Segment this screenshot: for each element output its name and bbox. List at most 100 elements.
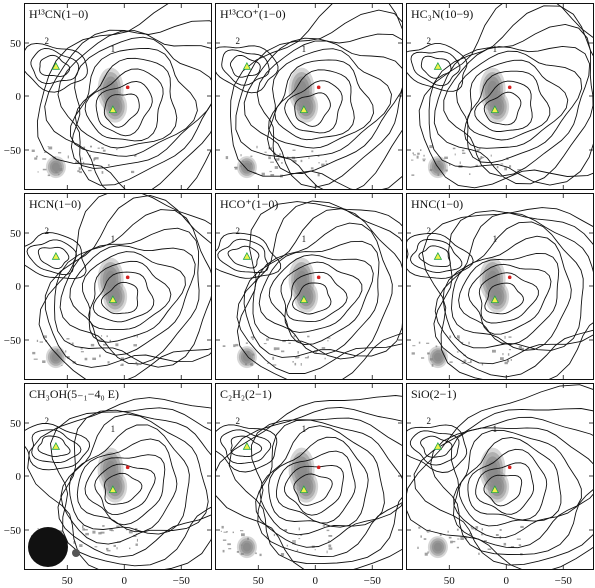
maser-marker bbox=[125, 465, 130, 470]
panel-title: HC₃N(10−9) bbox=[411, 7, 473, 21]
source-label: 2 bbox=[427, 36, 432, 46]
y-tick-label: 50 bbox=[10, 228, 22, 240]
panel-frame bbox=[24, 3, 212, 190]
maser-marker bbox=[316, 465, 321, 470]
maser-marker bbox=[507, 465, 512, 470]
source-marker bbox=[51, 441, 61, 450]
source-label: 1 bbox=[493, 234, 498, 244]
source-label: 1 bbox=[111, 234, 116, 244]
contour-lines bbox=[406, 384, 594, 570]
source-label: 2 bbox=[427, 416, 432, 426]
y-tick-label: 0 bbox=[16, 91, 22, 103]
source-label: 2 bbox=[236, 416, 241, 426]
source-marker bbox=[242, 251, 252, 260]
x-tick-label: 50 bbox=[253, 575, 265, 587]
panel-title: HCN(1−0) bbox=[29, 197, 81, 211]
panel-title: H¹³CO⁺(1−0) bbox=[220, 7, 286, 21]
panel-title: C₂H₂(2−1) bbox=[220, 387, 272, 401]
source-label: 2 bbox=[427, 226, 432, 236]
continuum-emission bbox=[225, 67, 328, 179]
y-tick-label: −50 bbox=[4, 335, 22, 347]
source-label: 2 bbox=[236, 36, 241, 46]
panel-title: HCO⁺(1−0) bbox=[220, 197, 278, 211]
x-tick-label: −50 bbox=[364, 575, 382, 587]
x-tick-label: 50 bbox=[62, 575, 74, 587]
contour-lines bbox=[215, 3, 403, 190]
source-label: 2 bbox=[45, 226, 50, 236]
source-marker bbox=[108, 295, 118, 304]
contour-lines bbox=[24, 3, 212, 190]
contour-lines bbox=[215, 395, 403, 570]
maser-marker bbox=[507, 85, 512, 90]
maser-marker bbox=[316, 85, 321, 90]
x-tick-label: 50 bbox=[444, 575, 456, 587]
source-marker bbox=[108, 105, 118, 114]
contour-lines bbox=[406, 207, 594, 380]
source-label: 2 bbox=[45, 416, 50, 426]
source-marker bbox=[299, 485, 309, 494]
y-tick-label: −50 bbox=[4, 525, 22, 537]
source-marker bbox=[433, 251, 443, 260]
map-panel: 2 1 SiO(2−1) bbox=[406, 383, 594, 570]
x-tick-label: −50 bbox=[555, 575, 573, 587]
x-tick-label: 0 bbox=[504, 575, 510, 587]
maser-marker bbox=[507, 275, 512, 280]
panel-frame bbox=[406, 193, 594, 380]
continuum-emission bbox=[411, 257, 524, 369]
source-label: 2 bbox=[236, 226, 241, 236]
map-panel: 2 1 C₂H₂(2−1) bbox=[215, 383, 403, 570]
panel-frame bbox=[406, 3, 594, 190]
source-label: 1 bbox=[493, 424, 498, 434]
maser-marker bbox=[316, 275, 321, 280]
source-label: 1 bbox=[302, 424, 307, 434]
panel-frame bbox=[406, 383, 594, 570]
beam-ellipse bbox=[28, 527, 68, 567]
beam-small bbox=[72, 549, 80, 557]
panel-title: CH₃OH(5₋₁−4₀ E) bbox=[29, 387, 119, 401]
panel-frame bbox=[215, 3, 403, 190]
source-marker bbox=[433, 441, 443, 450]
y-tick-label: −50 bbox=[4, 145, 22, 157]
panel-title: H¹³CN(1−0) bbox=[29, 7, 88, 21]
y-tick-label: 0 bbox=[16, 281, 22, 293]
source-marker bbox=[490, 295, 500, 304]
source-label: 1 bbox=[111, 424, 116, 434]
source-marker bbox=[51, 251, 61, 260]
panel-frame bbox=[215, 193, 403, 380]
source-marker bbox=[242, 441, 252, 450]
panel-title: SiO(2−1) bbox=[411, 387, 456, 401]
x-tick-label: 0 bbox=[122, 575, 128, 587]
panel-frame bbox=[215, 383, 403, 570]
continuum-emission bbox=[32, 257, 139, 369]
source-marker bbox=[490, 105, 500, 114]
x-tick-label: −50 bbox=[173, 575, 191, 587]
source-label: 1 bbox=[302, 234, 307, 244]
y-tick-label: 0 bbox=[16, 471, 22, 483]
map-panel: 2 1 H¹³CO⁺(1−0) bbox=[215, 3, 403, 190]
source-label: 2 bbox=[45, 36, 50, 46]
contour-lines bbox=[24, 193, 212, 380]
panel-frame bbox=[24, 383, 212, 570]
source-marker bbox=[490, 485, 500, 494]
continuum-emission bbox=[31, 67, 137, 179]
maser-marker bbox=[125, 275, 130, 280]
map-panel: 2 1 HCO⁺(1−0) bbox=[215, 193, 403, 380]
y-tick-label: 50 bbox=[10, 38, 22, 50]
source-marker bbox=[108, 485, 118, 494]
source-label: 1 bbox=[493, 44, 498, 54]
source-label: 1 bbox=[302, 44, 307, 54]
contour-lines bbox=[24, 397, 212, 570]
y-tick-label: 50 bbox=[10, 418, 22, 430]
map-panel: 2 1 H¹³CN(1−0) 50 0 −50 bbox=[4, 3, 212, 190]
panel-title: HNC(1−0) bbox=[411, 197, 463, 211]
map-panel: 2 1 HNC(1−0) bbox=[406, 193, 594, 380]
source-marker bbox=[242, 61, 252, 70]
maser-marker bbox=[125, 85, 130, 90]
source-marker bbox=[51, 61, 61, 70]
source-marker bbox=[433, 61, 443, 70]
x-tick-label: 0 bbox=[313, 575, 319, 587]
map-panel: 2 1 HCN(1−0) 50 0 −50 bbox=[4, 193, 212, 380]
source-label: 1 bbox=[111, 44, 116, 54]
map-panel: 2 1 HC₃N(10−9) bbox=[406, 3, 594, 190]
